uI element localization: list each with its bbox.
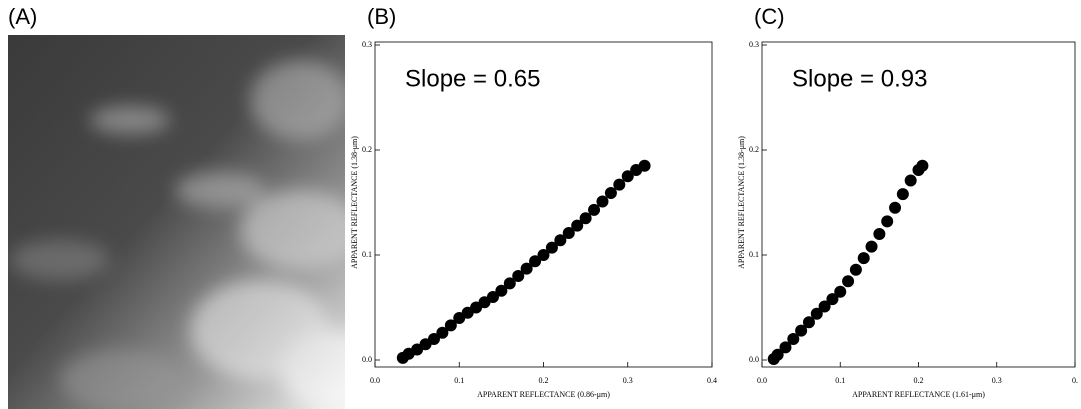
y-axis-label: APPARENT REFLECTANCE (1.38-μm) [737, 136, 746, 269]
y-tick-label: 0.3 [362, 40, 372, 49]
annotation: Slope = 0.65 [405, 65, 540, 92]
point [787, 333, 800, 345]
point [889, 201, 902, 214]
point [512, 270, 525, 282]
point [810, 307, 823, 320]
x-tick-label: 0. [1072, 376, 1078, 385]
point [818, 300, 831, 313]
point [802, 316, 815, 329]
point [529, 255, 542, 268]
point [562, 226, 575, 239]
y-tick-label: 0.1 [749, 250, 759, 259]
x-tick-label: 0.1 [454, 376, 464, 385]
y-axis-label: APPARENT REFLECTANCE (1.38-μm) [350, 136, 359, 269]
x-tick-label: 0.0 [370, 376, 380, 385]
x-axis-label: APPARENT REFLECTANCE (0.86-μm) [477, 390, 610, 399]
point [503, 277, 516, 290]
point [865, 240, 878, 253]
point [842, 275, 855, 288]
point [571, 219, 584, 232]
point [486, 291, 499, 303]
y-tick-label: 0.2 [749, 145, 759, 154]
y-tick-label: 0.0 [362, 355, 372, 364]
point [779, 341, 792, 354]
point [896, 188, 909, 201]
x-tick-label: 0.3 [992, 376, 1002, 385]
point [554, 234, 567, 247]
panel-label: (A) [8, 4, 37, 29]
annotation: Slope = 0.93 [792, 65, 927, 92]
y-tick-label: 0.1 [362, 250, 372, 259]
point [588, 203, 601, 216]
point [849, 263, 862, 276]
x-tick-label: 0.1 [835, 376, 845, 385]
point [904, 174, 917, 187]
y-tick-label: 0.3 [749, 40, 759, 49]
y-tick-label: 0.0 [749, 355, 759, 364]
point [638, 159, 651, 172]
x-tick-label: 0.2 [539, 376, 549, 385]
point [596, 195, 609, 208]
point [495, 284, 508, 297]
point [771, 348, 784, 361]
point [881, 215, 894, 228]
point [795, 324, 808, 337]
point [873, 228, 886, 240]
panel-label: (C) [754, 4, 785, 29]
satellite-image [8, 35, 345, 409]
y-tick-label: 0.2 [362, 145, 372, 154]
panel-label: (B) [367, 4, 396, 29]
point [537, 249, 550, 261]
x-tick-label: 0.2 [914, 376, 924, 385]
point [579, 212, 592, 225]
point [613, 178, 626, 191]
x-tick-label: 0.0 [757, 376, 767, 385]
point [545, 241, 558, 254]
point [444, 319, 457, 332]
x-tick-label: 0.4 [707, 376, 717, 385]
x-axis-label: APPARENT REFLECTANCE (1.61-μm) [852, 390, 985, 399]
point [427, 333, 440, 345]
point [916, 159, 929, 172]
point [834, 285, 847, 298]
point [857, 252, 870, 265]
point [621, 170, 634, 183]
point [604, 187, 617, 200]
point [520, 262, 533, 275]
x-tick-label: 0.3 [623, 376, 633, 385]
point [826, 293, 839, 306]
point [436, 326, 449, 339]
